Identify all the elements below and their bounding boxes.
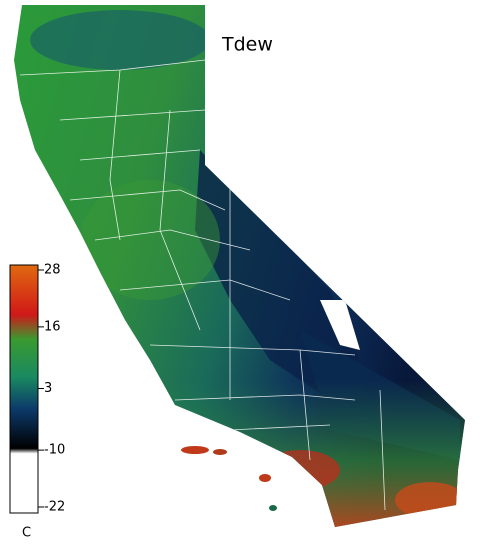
colorbar	[9, 264, 39, 514]
colorbar-tick-label: 3	[44, 381, 52, 396]
colorbar-tick-label: 28	[44, 263, 61, 278]
colorbar-tick-label: 16	[44, 319, 61, 334]
colorbar-tick-label: -22	[44, 500, 65, 515]
colorbar-unit: C	[22, 526, 31, 541]
state	[14, 5, 465, 527]
map-title: Tdew	[221, 34, 273, 56]
colorbar-tick-label: -10	[44, 443, 65, 458]
